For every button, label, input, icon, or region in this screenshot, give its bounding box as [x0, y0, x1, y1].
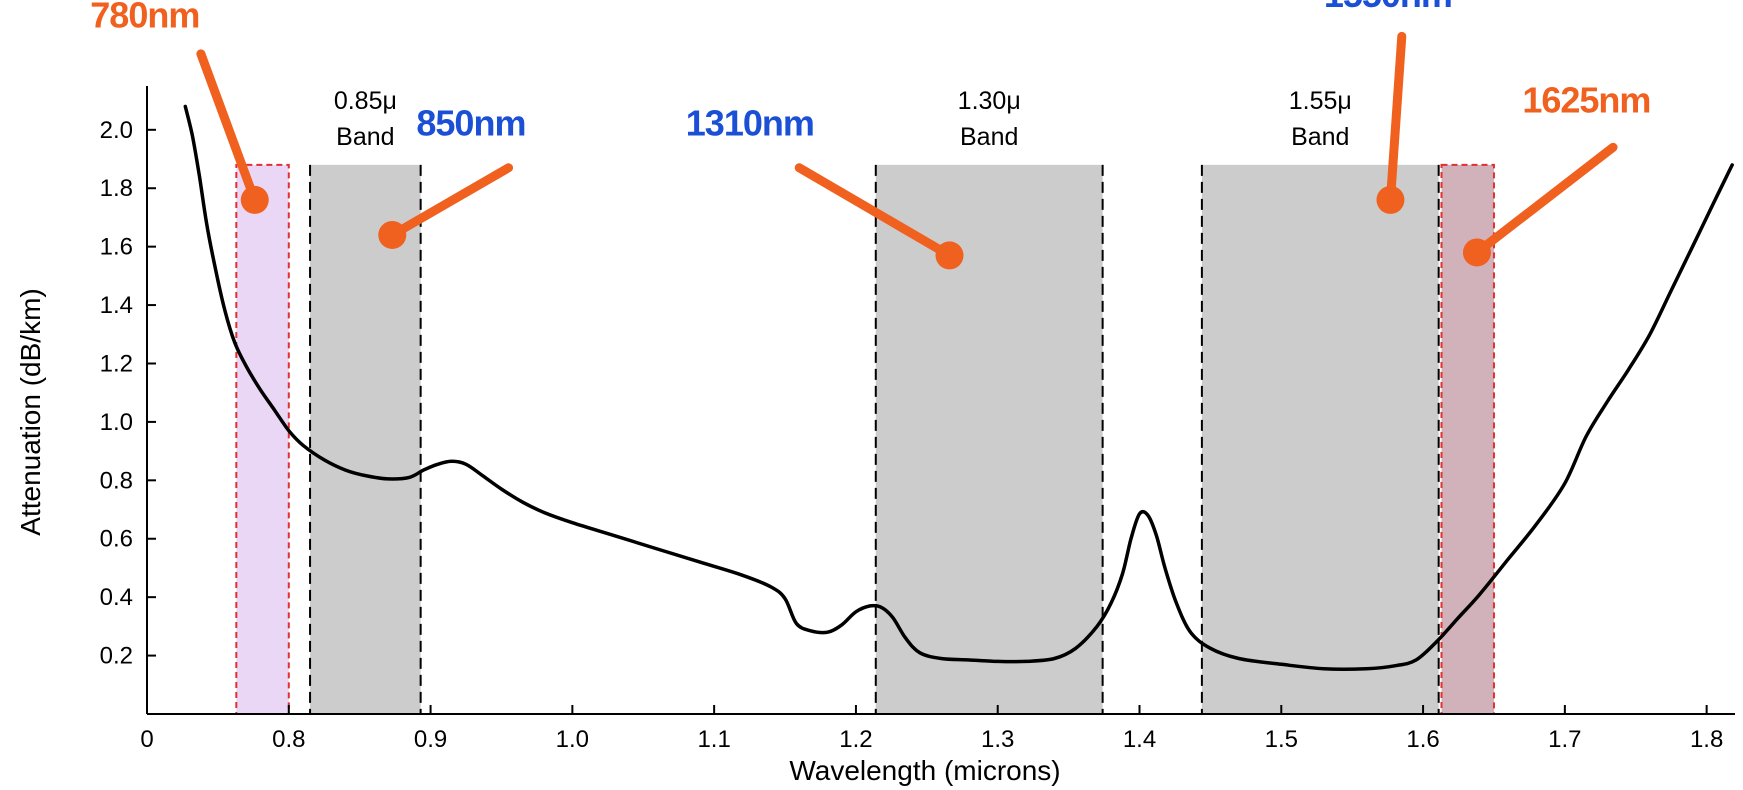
callout-1550nm-dot: [1376, 185, 1405, 214]
callout-780nm-label: 780nm: [90, 0, 199, 36]
callout-1310nm-pointer: [794, 163, 955, 260]
x-tick-label: 1.8: [1690, 726, 1723, 753]
y-tick-label: 0.8: [100, 467, 133, 494]
x-tick-label: 0.9: [414, 726, 447, 753]
band-2: [875, 164, 1103, 714]
callout-1310nm-label: 1310nm: [686, 103, 814, 144]
band-3: [1201, 164, 1439, 714]
annotation-layer: 780nm 850nm 1310nm 1550nm 1625nm: [90, 0, 1652, 270]
x-tick-label: 1.7: [1548, 726, 1581, 753]
band-layer: 0.85μ Band 1.30μ Band 1.55μ Band: [235, 87, 1495, 715]
y-tick-label: 0.2: [100, 643, 133, 670]
callout-1550nm-label: 1550nm: [1324, 0, 1452, 15]
band-1: [310, 164, 421, 714]
x-tick-label: 1.3: [981, 726, 1014, 753]
callout-1625nm-dot: [1462, 238, 1491, 267]
x-tick-label: 1.1: [697, 726, 730, 753]
callout-1625nm-label: 1625nm: [1522, 79, 1650, 120]
x-tick-label: 1.2: [839, 726, 872, 753]
x-tick-label: 1.4: [1123, 726, 1156, 753]
highlight-band-1: [235, 163, 290, 715]
y-tick-label: 1.6: [100, 234, 133, 261]
x-tick-label: 1.0: [556, 726, 589, 753]
band-3-label-line1: 1.55μ: [1289, 87, 1352, 115]
callout-850nm-dot: [378, 220, 407, 249]
y-tick-label: 0.4: [100, 584, 133, 611]
y-tick-label: 1.0: [100, 409, 133, 436]
callout-1625nm-pointer: [1472, 142, 1618, 257]
callout-780nm-pointer: [196, 49, 260, 205]
y-tick-label: 1.8: [100, 175, 133, 202]
band-2-label-line2: Band: [960, 123, 1018, 151]
y-tick-label: 1.2: [100, 350, 133, 377]
x-tick-label: 0: [140, 726, 153, 753]
axes-layer: [146, 86, 1735, 715]
band-2-label-line1: 1.30μ: [958, 87, 1021, 115]
x-tick-label: 1.5: [1265, 726, 1298, 753]
x-axis-title: Wavelength (microns): [789, 755, 1060, 786]
band-3-label-line2: Band: [1291, 123, 1349, 151]
y-axis-title: Attenuation (dB/km): [15, 288, 46, 535]
callout-1550nm-pointer: [1385, 31, 1407, 205]
y-tick-label: 2.0: [100, 117, 133, 144]
y-tick-label: 0.6: [100, 526, 133, 553]
callout-850nm-pointer: [387, 163, 514, 240]
x-tick-label: 0.8: [272, 726, 305, 753]
attenuation-curve: [183, 104, 1734, 671]
callout-1310nm-dot: [935, 241, 964, 270]
callout-850nm-label: 850nm: [416, 103, 525, 144]
band-1-label-line1: 0.85μ: [334, 87, 397, 115]
series-layer: [183, 104, 1734, 671]
y-tick-label: 1.4: [100, 292, 133, 319]
callout-780nm-dot: [240, 185, 269, 214]
band-1-label-line2: Band: [336, 123, 394, 151]
x-tick-label: 1.6: [1406, 726, 1439, 753]
tick-layer: 0 0.8 0.9 1.0 1.1 1.2 1.3 1.4 1.5 1.6 1.7 1.8 0.2 0.4…: [100, 117, 1724, 753]
